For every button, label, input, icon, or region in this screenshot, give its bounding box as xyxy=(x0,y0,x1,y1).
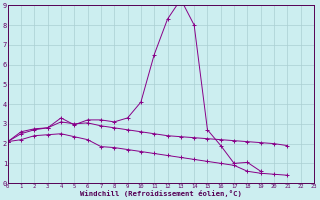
X-axis label: Windchill (Refroidissement éolien,°C): Windchill (Refroidissement éolien,°C) xyxy=(80,190,242,197)
